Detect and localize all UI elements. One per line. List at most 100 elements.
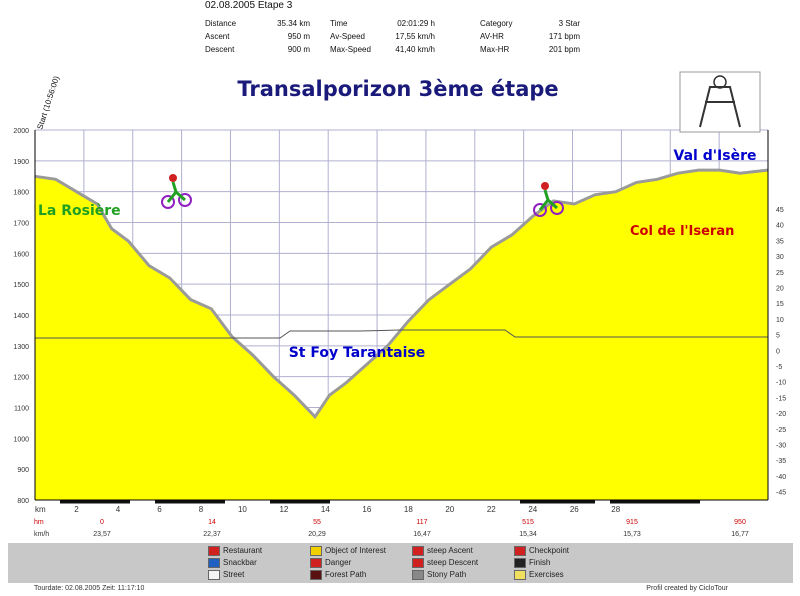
- hm-value: 0: [100, 519, 104, 526]
- y-tick-right-label: 25: [776, 270, 784, 277]
- hm-value: 55: [313, 519, 321, 526]
- x-tick-label: 24: [528, 505, 537, 514]
- y-tick-right-label: 45: [776, 207, 784, 214]
- legend-label: steep Descent: [427, 558, 479, 568]
- y-tick-label: 1500: [13, 282, 29, 289]
- legend-label: steep Ascent: [427, 546, 473, 556]
- stats-header: 02.08.2005 Etape 3 Distance 35.34 km Time 0…: [205, 0, 605, 60]
- stat-max-speed: Max-Speed 41,40 km/h: [330, 45, 435, 54]
- x-tick-label: 22: [487, 505, 496, 514]
- danger-icon: [310, 558, 322, 568]
- legend-item: Stony Path: [412, 570, 466, 580]
- y-tick-right-label: 10: [776, 317, 784, 324]
- kmh-value: 23,57: [93, 531, 111, 538]
- kmh-value: 16,47: [413, 531, 431, 538]
- annotation-label: Val d'Isère: [674, 148, 757, 164]
- stat-label: Descent: [205, 45, 235, 54]
- legend-item: Restaurant: [208, 546, 262, 556]
- heartrate-line: [35, 329, 768, 339]
- y-tick-right-label: 30: [776, 254, 784, 261]
- y-tick-right-label: 40: [776, 223, 784, 230]
- logo-icon: [679, 71, 761, 133]
- street-icon: [208, 570, 220, 580]
- y-tick-label: 2000: [13, 128, 29, 135]
- heartrate-path: [35, 329, 768, 339]
- cyclist-icon: [161, 174, 192, 209]
- footer: Tourdate: 02.08.2005 Zeit: 11:17:10 Prof…: [0, 585, 800, 596]
- legend-item: Checkpoint: [514, 546, 569, 556]
- interest-icon: [310, 546, 322, 556]
- stat-time: Time 02:01:29 h: [330, 19, 435, 28]
- kmh-value: 16,77: [731, 531, 749, 538]
- annotation-label: Col de l'Iseran: [630, 224, 734, 239]
- stat-distance: Distance 35.34 km: [205, 19, 310, 28]
- y-tick-right-label: -25: [776, 427, 786, 434]
- stat-value: 02:01:29 h: [397, 19, 435, 28]
- footer-credit: Profil created by CicloTour: [646, 585, 728, 592]
- kmh-value: 22,37: [203, 531, 221, 538]
- stat-value: 35.34 km: [277, 19, 310, 28]
- x-tick-label: 20: [445, 505, 454, 514]
- y-tick-right-label: -30: [776, 443, 786, 450]
- legend-label: Street: [223, 570, 245, 580]
- y-tick-right-label: -15: [776, 395, 786, 402]
- y-tick-label: 1100: [14, 406, 29, 413]
- hm-label: hm: [34, 519, 44, 526]
- kmh-value: 15,73: [623, 531, 641, 538]
- y-tick-label: 1800: [13, 190, 29, 197]
- steep-descent-icon: [412, 558, 424, 568]
- kmh-value: 15,34: [519, 531, 537, 538]
- x-tick-label: 14: [321, 505, 330, 514]
- stat-label: Ascent: [205, 32, 230, 41]
- legend-label: Danger: [325, 558, 352, 568]
- y-tick-label: 900: [17, 467, 29, 474]
- kmh-label: km/h: [34, 531, 49, 538]
- legend-label: Snackbar: [223, 558, 257, 568]
- stony-path-icon: [412, 570, 424, 580]
- stat-label: Category: [480, 19, 513, 28]
- stat-max-hr: Max-HR 201 bpm: [480, 45, 580, 54]
- y-tick-label: 1200: [13, 375, 29, 382]
- stat-label: Distance: [205, 19, 237, 28]
- y-tick-right-label: 5: [776, 333, 780, 340]
- annotation-label: La Rosière: [38, 203, 121, 219]
- legend-item: Snackbar: [208, 558, 257, 568]
- x-tick-label: 28: [611, 505, 620, 514]
- stat-value: 17,55 km/h: [395, 32, 435, 41]
- legend-label: Finish: [529, 558, 551, 568]
- y-tick-right-label: 0: [776, 348, 780, 355]
- y-tick-label: 800: [17, 498, 29, 505]
- stat-descent: Descent 900 m: [205, 45, 310, 54]
- finish-icon: [514, 558, 526, 568]
- y-tick-right-label: -40: [776, 474, 786, 481]
- y-tick-label: 1300: [13, 344, 29, 351]
- start-label: Start (10:56:00): [35, 75, 61, 131]
- x-tick-label: 8: [199, 505, 204, 514]
- elevation-outline: [34, 168, 769, 420]
- checkpoint-icon: [514, 546, 526, 556]
- x-tick-label: 10: [238, 505, 247, 514]
- footer-tourdate: Tourdate: 02.08.2005 Zeit: 11:17:10: [34, 585, 145, 592]
- legend-label: Stony Path: [427, 570, 467, 580]
- stat-ascent: Ascent 950 m: [205, 32, 310, 41]
- x-tick-label: 6: [157, 505, 162, 514]
- legend-item: steep Ascent: [412, 546, 473, 556]
- y-tick-right-label: -10: [776, 380, 786, 387]
- legend: Restaurant Snackbar Street Object of Intere…: [8, 543, 793, 583]
- legend-item: Exercises: [514, 570, 564, 580]
- hm-value: 117: [416, 519, 427, 526]
- y-tick-label: 1700: [13, 221, 29, 228]
- x-tick-label: 18: [404, 505, 413, 514]
- chart-title: Transalporizon 3ème étape: [237, 77, 558, 101]
- y-tick-right-label: -20: [776, 411, 786, 418]
- y-tick-right-label: -5: [776, 364, 782, 371]
- stat-value: 900 m: [287, 45, 310, 54]
- legend-label: Object of Interest: [325, 546, 386, 556]
- annotation-label: St Foy Tarantaise: [289, 345, 426, 361]
- elevation-area: [35, 170, 768, 500]
- stat-label: Time: [330, 19, 348, 28]
- hm-value: 915: [626, 519, 638, 526]
- y-tick-right-label: -45: [776, 490, 786, 497]
- date-stage: 02.08.2005 Etape 3: [205, 0, 293, 11]
